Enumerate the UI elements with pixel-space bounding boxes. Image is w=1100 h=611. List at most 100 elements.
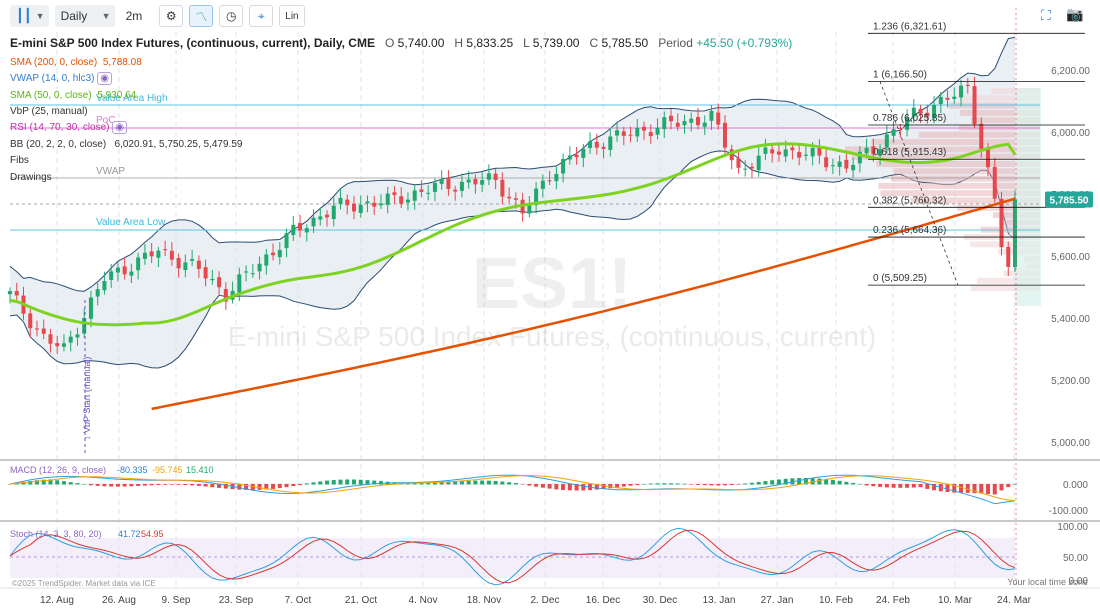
candle-body[interactable]	[372, 202, 377, 207]
candle-body[interactable]	[675, 122, 680, 127]
expand-icon[interactable]: ⛶	[1041, 7, 1051, 23]
candle-body[interactable]	[291, 224, 296, 235]
candle-body[interactable]	[790, 147, 795, 151]
candle-body[interactable]	[122, 266, 127, 275]
candle-body[interactable]	[824, 157, 829, 168]
candle-body[interactable]	[567, 155, 572, 160]
candle-body[interactable]	[857, 151, 862, 164]
candle-body[interactable]	[419, 189, 424, 192]
candle-body[interactable]	[601, 146, 606, 149]
candle-body[interactable]	[75, 334, 80, 338]
candle-body[interactable]	[284, 233, 289, 249]
candle-body[interactable]	[365, 201, 370, 204]
candle-body[interactable]	[237, 274, 242, 293]
candle-body[interactable]	[34, 328, 39, 330]
candle-body[interactable]	[776, 151, 781, 155]
candle-body[interactable]	[959, 85, 964, 98]
legend-rsi[interactable]: RSI (14, 70, 30, close) ◉	[10, 121, 128, 134]
candle-body[interactable]	[156, 250, 161, 258]
candle-body[interactable]	[250, 273, 255, 275]
legend-sma50[interactable]: SMA (50, 0, close) 5,930.64	[10, 90, 136, 101]
candle-body[interactable]	[338, 197, 343, 204]
candle-body[interactable]	[945, 97, 950, 100]
candle-body[interactable]	[331, 205, 336, 220]
candle-body[interactable]	[88, 297, 93, 319]
candle-body[interactable]	[264, 254, 269, 266]
candle-body[interactable]	[797, 152, 802, 158]
candle-body[interactable]	[911, 107, 916, 117]
candle-body[interactable]	[61, 343, 66, 347]
candle-body[interactable]	[432, 182, 437, 192]
candle-body[interactable]	[203, 267, 208, 279]
candle-body[interactable]	[574, 154, 579, 158]
candle-body[interactable]	[655, 127, 660, 135]
candle-body[interactable]	[392, 192, 397, 196]
candle-body[interactable]	[190, 258, 195, 261]
candle-body[interactable]	[864, 147, 869, 154]
candle-body[interactable]	[459, 181, 464, 191]
fib-diagonal[interactable]	[879, 81, 959, 286]
candle-body[interactable]	[68, 336, 73, 343]
candle-body[interactable]	[109, 271, 114, 280]
candle-body[interactable]	[743, 168, 748, 170]
candle-body[interactable]	[830, 165, 835, 167]
candle-body[interactable]	[669, 115, 674, 122]
auto-trendlines-button[interactable]: 〽	[189, 5, 214, 27]
candle-body[interactable]	[905, 117, 910, 130]
candle-body[interactable]	[412, 190, 417, 201]
candle-body[interactable]	[932, 105, 937, 118]
candle-body[interactable]	[689, 118, 694, 123]
candle-body[interactable]	[716, 112, 721, 125]
candle-body[interactable]	[844, 159, 849, 169]
candle-body[interactable]	[345, 199, 350, 206]
candle-body[interactable]	[358, 204, 363, 213]
candle-body[interactable]	[540, 180, 545, 189]
candle-body[interactable]	[223, 289, 228, 302]
candle-body[interactable]	[196, 260, 201, 269]
candle-body[interactable]	[972, 86, 977, 125]
candle-body[interactable]	[783, 149, 788, 157]
candle-body[interactable]	[682, 121, 687, 126]
candle-body[interactable]	[48, 334, 53, 344]
candle-body[interactable]	[325, 214, 330, 218]
candle-body[interactable]	[709, 110, 714, 121]
candle-body[interactable]	[763, 147, 768, 154]
candle-body[interactable]	[480, 180, 485, 185]
candle-body[interactable]	[621, 131, 626, 136]
candle-body[interactable]	[304, 228, 309, 233]
candle-body[interactable]	[810, 148, 815, 157]
candle-body[interactable]	[28, 313, 33, 329]
candle-body[interactable]	[486, 173, 491, 180]
candle-body[interactable]	[547, 180, 552, 182]
candle-body[interactable]	[298, 223, 303, 231]
candle-body[interactable]	[149, 251, 154, 257]
candle-body[interactable]	[803, 154, 808, 156]
candle-body[interactable]	[986, 149, 991, 168]
candle-body[interactable]	[615, 130, 620, 136]
candle-body[interactable]	[399, 196, 404, 204]
candle-body[interactable]	[271, 252, 276, 256]
candle-body[interactable]	[695, 117, 700, 126]
eye-icon[interactable]: ◉	[112, 121, 128, 134]
candle-body[interactable]	[878, 149, 883, 156]
candle-body[interactable]	[635, 128, 640, 137]
candle-body[interactable]	[405, 199, 410, 203]
candle-body[interactable]	[979, 123, 984, 149]
candle-body[interactable]	[918, 108, 923, 114]
candle-body[interactable]	[507, 196, 512, 199]
candle-body[interactable]	[992, 166, 997, 199]
candle-body[interactable]	[925, 112, 930, 117]
candle-body[interactable]	[500, 179, 505, 197]
candle-body[interactable]	[115, 267, 120, 273]
candle-body[interactable]	[756, 155, 761, 171]
legend-sma200[interactable]: SMA (200, 0, close) 5,788.08	[10, 57, 142, 68]
candle-body[interactable]	[351, 203, 356, 212]
candle-body[interactable]	[446, 178, 451, 189]
candle-body[interactable]	[749, 166, 754, 169]
legend-bb[interactable]: BB (20, 2, 2, 0, close) 6,020.91, 5,750.…	[10, 139, 243, 150]
candle-body[interactable]	[628, 134, 633, 136]
range-button[interactable]: 2m	[120, 5, 148, 27]
candle-body[interactable]	[257, 263, 262, 272]
candle-body[interactable]	[891, 129, 896, 136]
